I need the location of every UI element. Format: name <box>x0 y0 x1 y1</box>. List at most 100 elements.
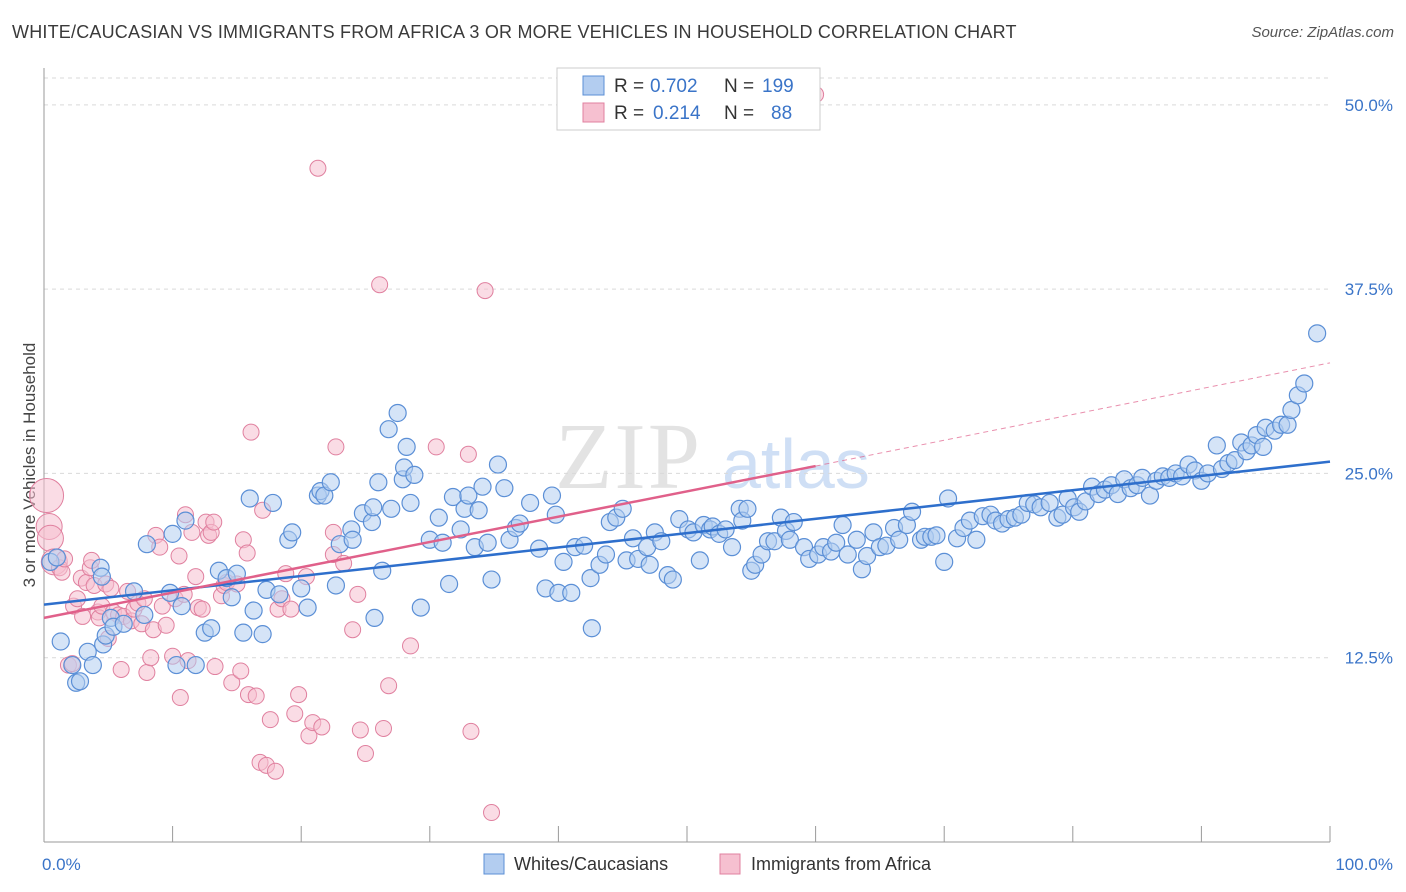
data-point-whites-caucasians <box>397 437 416 456</box>
data-point-whites-caucasians <box>172 597 191 616</box>
series-legend-label-pink: Immigrants from Africa <box>751 854 932 874</box>
data-point-immigrants-from-africa <box>309 159 327 177</box>
data-point-immigrants-from-africa <box>193 600 211 618</box>
data-point-immigrants-from-africa <box>402 637 420 655</box>
data-point-whites-caucasians <box>429 508 448 527</box>
data-point-whites-caucasians <box>379 420 398 439</box>
data-point-immigrants-from-africa <box>223 674 241 692</box>
data-point-immigrants-from-africa <box>171 689 189 707</box>
data-point-whites-caucasians <box>582 619 601 638</box>
data-point-whites-caucasians <box>546 505 565 524</box>
data-point-whites-caucasians <box>459 486 478 505</box>
data-point-immigrants-from-africa <box>29 478 65 514</box>
data-point-whites-caucasians <box>167 655 186 675</box>
data-point-whites-caucasians <box>780 530 799 549</box>
data-point-immigrants-from-africa <box>375 719 393 737</box>
data-point-immigrants-from-africa <box>344 621 362 639</box>
data-point-whites-caucasians <box>388 403 407 423</box>
data-point-immigrants-from-africa <box>357 745 374 763</box>
data-point-whites-caucasians <box>263 493 283 513</box>
data-point-whites-caucasians <box>596 545 616 564</box>
data-point-whites-caucasians <box>738 499 757 518</box>
data-point-immigrants-from-africa <box>282 600 300 618</box>
data-point-immigrants-from-africa <box>206 658 224 676</box>
data-point-whites-caucasians <box>690 551 709 570</box>
data-point-immigrants-from-africa <box>462 722 480 740</box>
data-point-whites-caucasians <box>364 498 383 517</box>
data-point-immigrants-from-africa <box>380 677 398 695</box>
data-point-whites-caucasians <box>581 569 600 588</box>
data-point-immigrants-from-africa <box>247 687 265 705</box>
data-point-whites-caucasians <box>562 583 581 602</box>
legend-r-value-2: 0.214 <box>653 103 701 124</box>
data-point-whites-caucasians <box>1308 324 1327 343</box>
data-point-whites-caucasians <box>83 655 102 675</box>
data-point-immigrants-from-africa <box>313 718 331 736</box>
x-tick-label-max: 100.0% <box>1335 855 1393 874</box>
data-point-whites-caucasians <box>1254 437 1273 456</box>
data-point-immigrants-from-africa <box>138 663 156 681</box>
data-point-whites-caucasians <box>554 552 573 571</box>
data-point-whites-caucasians <box>382 499 401 518</box>
trend-lines <box>43 362 1331 620</box>
data-point-whites-caucasians <box>47 548 66 567</box>
data-point-whites-caucasians <box>137 535 156 554</box>
data-point-whites-caucasians <box>114 614 133 633</box>
data-point-whites-caucasians <box>478 533 497 552</box>
legend-n-value-2: 88 <box>771 103 792 124</box>
data-point-whites-caucasians <box>51 632 70 651</box>
data-point-immigrants-from-africa <box>266 762 284 780</box>
data-point-whites-caucasians <box>451 520 470 539</box>
x-axis-ticks <box>43 826 1331 842</box>
data-point-immigrants-from-africa <box>290 686 308 704</box>
data-point-immigrants-from-africa <box>238 544 256 562</box>
data-point-whites-caucasians <box>488 455 508 474</box>
data-point-whites-caucasians <box>833 515 852 535</box>
series-legend-label-blue: Whites/Caucasians <box>514 854 668 874</box>
data-point-whites-caucasians <box>240 489 259 508</box>
data-point-immigrants-from-africa <box>351 721 369 739</box>
data-point-whites-caucasians <box>521 493 540 513</box>
y-tick-label: 25.0% <box>1345 464 1393 483</box>
data-point-immigrants-from-africa <box>74 607 92 625</box>
data-point-whites-caucasians <box>967 530 986 549</box>
data-point-whites-caucasians <box>902 502 922 521</box>
data-point-immigrants-from-africa <box>242 423 260 441</box>
data-point-whites-caucasians <box>176 511 195 530</box>
data-point-whites-caucasians <box>482 570 501 589</box>
series-legend-swatch-blue <box>483 853 505 875</box>
data-point-whites-caucasians <box>222 588 241 607</box>
watermark-zip: ZIP <box>555 405 702 509</box>
data-point-whites-caucasians <box>186 655 205 675</box>
data-point-immigrants-from-africa <box>261 711 279 729</box>
data-point-whites-caucasians <box>326 576 346 595</box>
trend-line-whites-caucasians <box>43 460 1331 606</box>
legend-swatch-blue <box>582 75 605 96</box>
data-point-whites-caucasians <box>298 598 317 617</box>
data-point-whites-caucasians <box>292 579 311 598</box>
source-label: Source: ZipAtlas.com <box>1251 24 1394 41</box>
data-point-immigrants-from-africa <box>187 568 205 586</box>
data-point-whites-caucasians <box>405 465 424 485</box>
chart-title: WHITE/CAUCASIAN VS IMMIGRANTS FROM AFRIC… <box>12 22 1017 42</box>
data-point-whites-caucasians <box>244 601 263 620</box>
data-point-immigrants-from-africa <box>205 513 223 531</box>
y-tick-label: 50.0% <box>1345 96 1393 115</box>
data-point-whites-caucasians <box>373 561 392 580</box>
data-point-whites-caucasians <box>827 533 846 552</box>
data-point-whites-caucasians <box>124 582 144 601</box>
legend-swatch-pink <box>582 102 605 123</box>
legend-r-value-1: 0.702 <box>650 76 698 97</box>
data-point-immigrants-from-africa <box>157 616 175 634</box>
series-legend-swatch-pink <box>719 853 741 875</box>
trend-line-immigrants-from-africa-extension <box>815 362 1331 467</box>
data-point-whites-caucasians <box>847 530 866 549</box>
data-point-immigrants-from-africa <box>371 276 389 294</box>
x-tick-label-min: 0.0% <box>42 855 81 874</box>
data-point-immigrants-from-africa <box>483 804 501 822</box>
stats-legend: R = 0.702 N = 199 R = 0.214 N = 88 <box>556 67 821 131</box>
data-point-whites-caucasians <box>469 501 488 520</box>
data-point-immigrants-from-africa <box>286 705 304 723</box>
data-point-whites-caucasians <box>163 524 182 543</box>
data-point-whites-caucasians <box>343 530 362 549</box>
